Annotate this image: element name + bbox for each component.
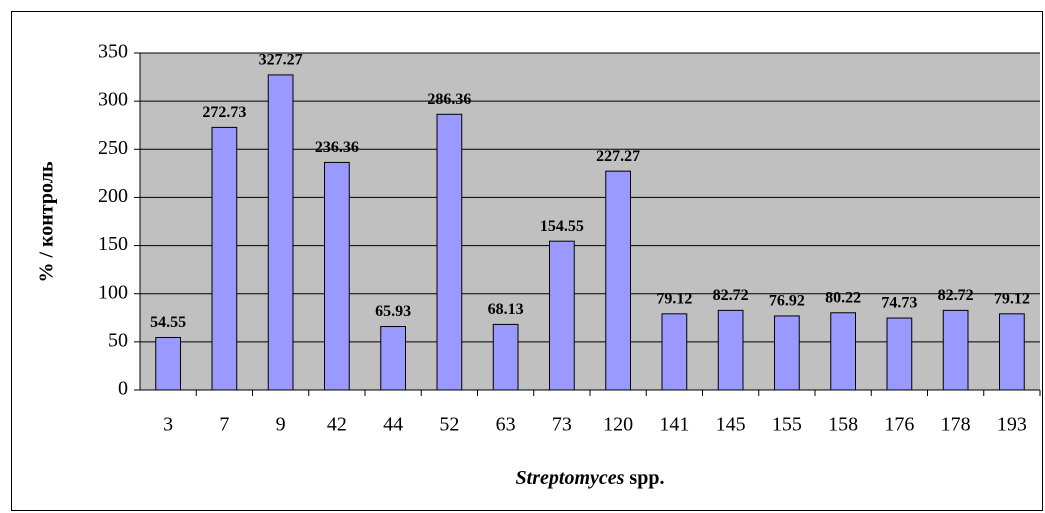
data-label: 79.12 xyxy=(994,290,1030,307)
x-tick-label: 193 xyxy=(997,414,1027,436)
y-tick-label: 200 xyxy=(98,185,128,207)
bar xyxy=(380,326,406,391)
data-label: 227.27 xyxy=(596,148,640,165)
x-tick-label: 178 xyxy=(941,414,971,436)
x-tick-label: 63 xyxy=(496,414,516,436)
x-tick-label: 9 xyxy=(276,414,286,436)
bar xyxy=(211,126,238,391)
bar xyxy=(999,313,1025,391)
y-tick-label: 350 xyxy=(98,41,128,63)
data-label: 286.36 xyxy=(427,91,471,108)
x-tick-label: 3 xyxy=(163,414,173,436)
x-tick-label: 73 xyxy=(552,414,572,436)
data-label: 79.12 xyxy=(656,290,692,307)
bar xyxy=(549,240,575,391)
bar xyxy=(886,317,913,391)
x-tick-label: 176 xyxy=(884,414,914,436)
y-tick-label: 250 xyxy=(98,137,128,159)
x-tick-label: 7 xyxy=(219,414,229,436)
data-label: 68.13 xyxy=(488,301,524,318)
data-label: 80.22 xyxy=(825,289,861,306)
y-tick-label: 150 xyxy=(98,233,128,255)
bar xyxy=(436,113,463,391)
y-axis-title: % / контроль xyxy=(36,161,58,282)
x-tick-label: 155 xyxy=(772,414,802,436)
x-tick-label: 141 xyxy=(659,414,689,436)
x-axis-title: Streptomyces spp. xyxy=(516,467,665,489)
bar xyxy=(661,313,688,391)
data-label: 74.73 xyxy=(881,295,917,312)
bar xyxy=(155,336,181,391)
x-tick-label: 158 xyxy=(828,414,858,436)
x-tick-label: 42 xyxy=(327,414,347,436)
bar xyxy=(605,170,631,391)
x-axis-title-italic: Streptomyces xyxy=(516,467,625,489)
bar xyxy=(324,161,350,391)
x-tick-label: 145 xyxy=(716,414,746,436)
data-label: 272.73 xyxy=(202,104,246,121)
y-tick-label: 0 xyxy=(118,378,128,400)
bar xyxy=(717,309,744,391)
data-label: 327.27 xyxy=(259,52,303,69)
bar xyxy=(492,323,519,391)
bar xyxy=(267,74,294,391)
data-label: 54.55 xyxy=(150,314,186,331)
data-label: 76.92 xyxy=(769,293,805,310)
data-label: 82.72 xyxy=(713,287,749,304)
y-tick-label: 50 xyxy=(108,329,128,351)
y-tick-label: 300 xyxy=(98,89,128,111)
bar xyxy=(774,315,800,391)
data-label: 82.72 xyxy=(938,287,974,304)
data-label: 236.36 xyxy=(315,139,359,156)
x-axis-title-rest: spp. xyxy=(629,467,664,489)
bar xyxy=(830,312,856,391)
data-label: 65.93 xyxy=(375,303,411,320)
data-label: 154.55 xyxy=(540,218,584,235)
x-tick-label: 52 xyxy=(439,414,459,436)
y-tick-label: 100 xyxy=(98,281,128,303)
bar xyxy=(942,309,969,391)
x-tick-label: 120 xyxy=(603,414,633,436)
x-tick-label: 44 xyxy=(383,414,403,436)
